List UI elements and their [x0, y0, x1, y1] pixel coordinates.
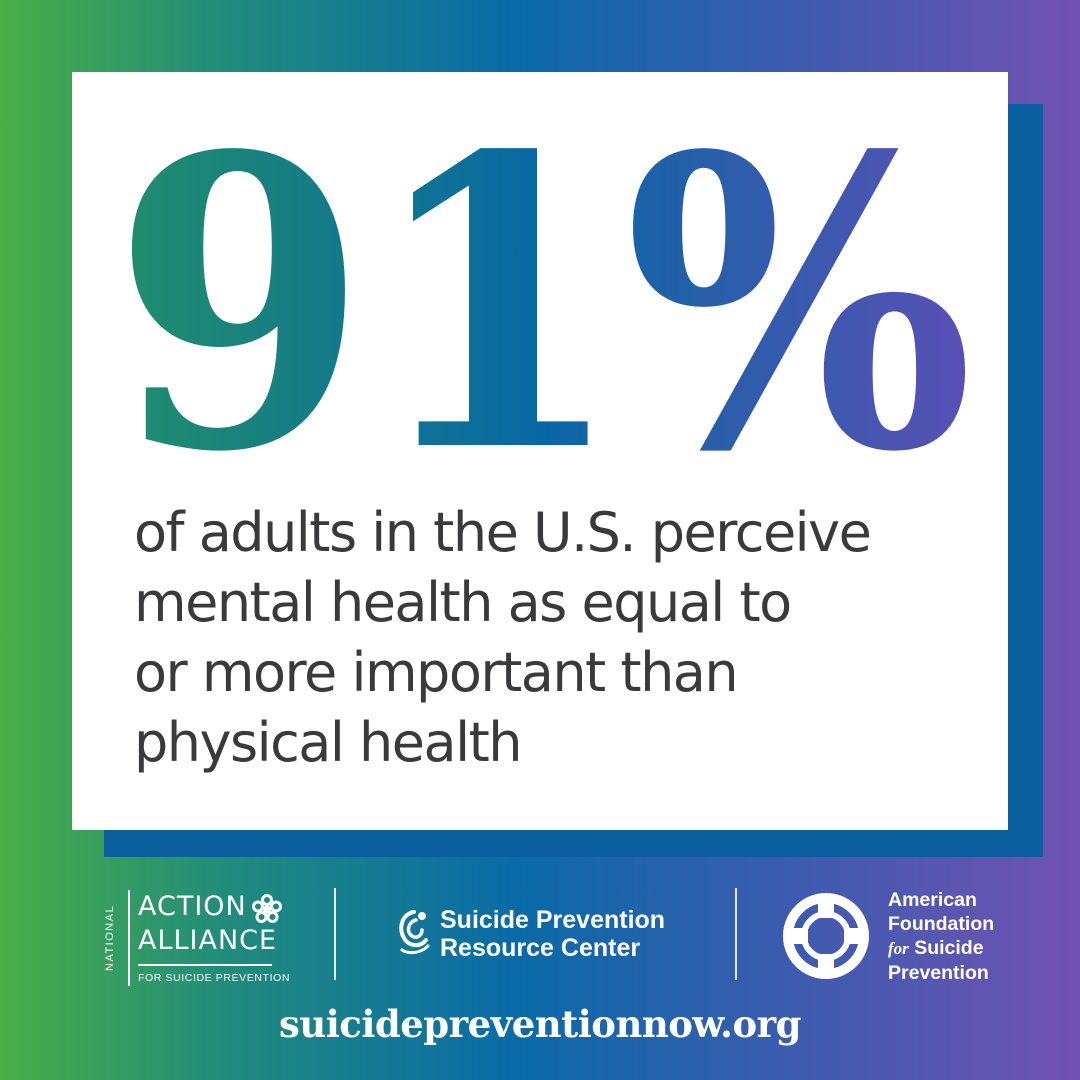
logo-divider-2 — [735, 888, 737, 980]
description-line-1: of adults in the U.S. perceive — [134, 501, 872, 564]
life-ring-icon — [783, 893, 869, 979]
stat-description: of adults in the U.S. perceive mental he… — [134, 498, 954, 778]
sprc-title-line-1: Suicide Prevention — [440, 906, 666, 934]
naa-alliance-label: ALLIANCE — [138, 925, 278, 956]
naa-national-label: NATIONAL — [104, 904, 116, 972]
naa-subtitle: FOR SUICIDE PREVENTION — [138, 972, 291, 984]
sprc-logo: Suicide Prevention Resource Center — [394, 902, 714, 972]
description-line-2: mental health as equal to — [134, 571, 792, 634]
description-line-4: physical health — [134, 711, 522, 774]
stat-value: 91% — [112, 100, 974, 480]
afsp-line-1: American — [888, 889, 977, 911]
afsp-title: American Foundation for Suicide Preventi… — [888, 888, 994, 985]
stat-svg: 91% — [112, 100, 974, 480]
naa-action-label: ACTION — [138, 891, 247, 922]
stat-card — [72, 72, 1008, 830]
afsp-suicide-word: Suicide — [914, 937, 984, 959]
sprc-title-line-2: Resource Center — [440, 934, 641, 962]
website-url[interactable]: suicidepreventionnow.org — [279, 1002, 802, 1046]
stat-figure: 91% — [112, 100, 982, 480]
afsp-logo: American Foundation for Suicide Preventi… — [780, 884, 1040, 988]
naa-vertical-rule — [128, 890, 130, 986]
naa-underline — [138, 964, 272, 966]
afsp-for-word: for — [888, 939, 909, 958]
logo-divider-1 — [334, 888, 336, 980]
description-line-3: or more important than — [134, 641, 739, 704]
partner-logos: NATIONAL ACTION ALLIANCE FOR SUICIDE PRE… — [0, 880, 1080, 990]
sprc-swirl-icon — [399, 910, 430, 955]
afsp-line-2: Foundation — [888, 913, 995, 935]
afsp-line-3: for Suicide — [888, 936, 994, 961]
afsp-line-4: Prevention — [888, 962, 989, 984]
star-flower-icon — [252, 894, 282, 923]
national-action-alliance-logo: NATIONAL ACTION ALLIANCE FOR SUICIDE PRE… — [104, 890, 304, 990]
